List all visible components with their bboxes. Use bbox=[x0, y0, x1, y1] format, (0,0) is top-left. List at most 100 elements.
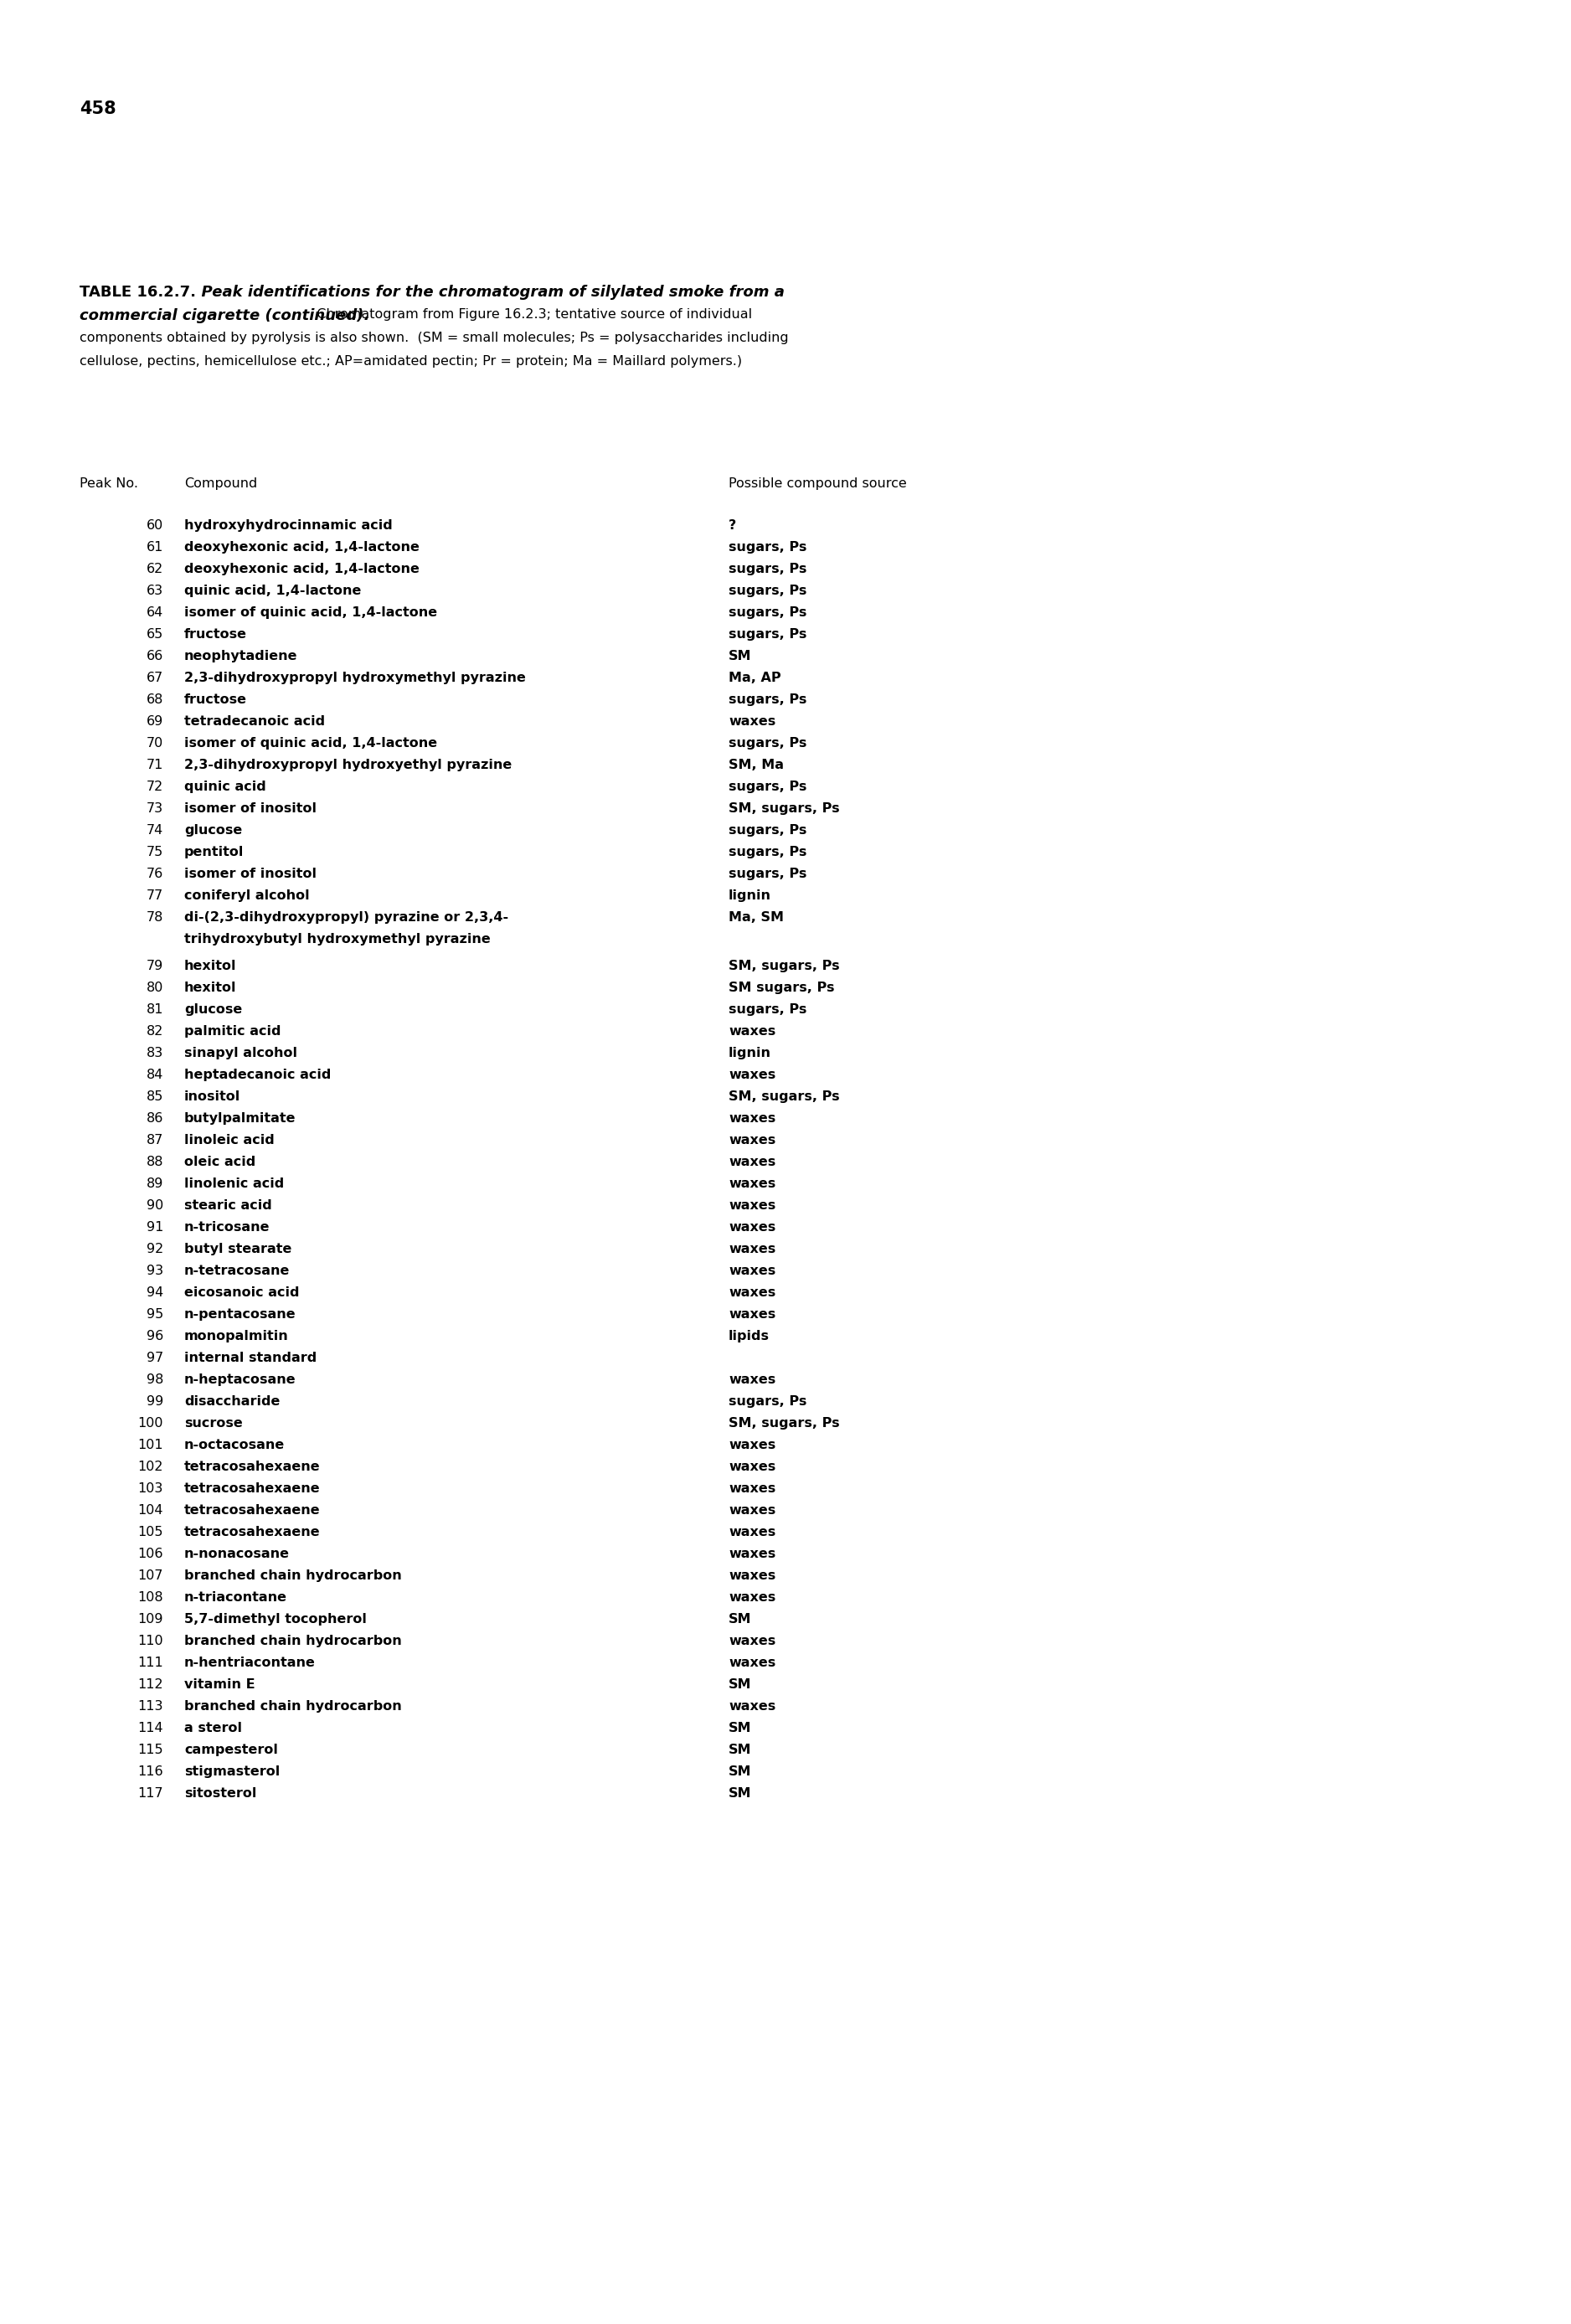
Text: 84: 84 bbox=[146, 1069, 163, 1081]
Text: 105: 105 bbox=[138, 1527, 163, 1538]
Text: sugars, Ps: sugars, Ps bbox=[729, 607, 807, 618]
Text: lipids: lipids bbox=[729, 1329, 770, 1343]
Text: SM: SM bbox=[729, 1613, 751, 1624]
Text: sinapyl alcohol: sinapyl alcohol bbox=[184, 1046, 297, 1060]
Text: waxes: waxes bbox=[729, 1634, 776, 1648]
Text: 5,7-dimethyl tocopherol: 5,7-dimethyl tocopherol bbox=[184, 1613, 366, 1624]
Text: 61: 61 bbox=[146, 541, 163, 553]
Text: commercial cigarette (continued).: commercial cigarette (continued). bbox=[80, 309, 369, 323]
Text: 112: 112 bbox=[138, 1678, 163, 1692]
Text: monopalmitin: monopalmitin bbox=[184, 1329, 289, 1343]
Text: cellulose, pectins, hemicellulose etc.; AP=amidated pectin; Pr = protein; Ma = M: cellulose, pectins, hemicellulose etc.; … bbox=[80, 356, 742, 367]
Text: linoleic acid: linoleic acid bbox=[184, 1134, 275, 1146]
Text: branched chain hydrocarbon: branched chain hydrocarbon bbox=[184, 1569, 402, 1583]
Text: butylpalmitate: butylpalmitate bbox=[184, 1113, 295, 1125]
Text: 117: 117 bbox=[138, 1787, 163, 1799]
Text: SM: SM bbox=[729, 1678, 751, 1692]
Text: 95: 95 bbox=[146, 1308, 163, 1320]
Text: deoxyhexonic acid, 1,4-lactone: deoxyhexonic acid, 1,4-lactone bbox=[184, 541, 419, 553]
Text: 110: 110 bbox=[138, 1634, 163, 1648]
Text: 104: 104 bbox=[138, 1504, 163, 1518]
Text: 74: 74 bbox=[146, 825, 163, 837]
Text: 98: 98 bbox=[146, 1373, 163, 1385]
Text: 85: 85 bbox=[146, 1090, 163, 1104]
Text: n-tetracosane: n-tetracosane bbox=[184, 1264, 291, 1278]
Text: hexitol: hexitol bbox=[184, 960, 237, 971]
Text: 88: 88 bbox=[146, 1155, 163, 1169]
Text: 93: 93 bbox=[146, 1264, 163, 1278]
Text: 103: 103 bbox=[138, 1483, 163, 1494]
Text: waxes: waxes bbox=[729, 1527, 776, 1538]
Text: waxes: waxes bbox=[729, 1701, 776, 1713]
Text: 108: 108 bbox=[138, 1592, 163, 1604]
Text: waxes: waxes bbox=[729, 1373, 776, 1385]
Text: 72: 72 bbox=[146, 781, 163, 792]
Text: 102: 102 bbox=[138, 1459, 163, 1473]
Text: 62: 62 bbox=[146, 562, 163, 576]
Text: a sterol: a sterol bbox=[184, 1722, 242, 1734]
Text: waxes: waxes bbox=[729, 1308, 776, 1320]
Text: tetracosahexaene: tetracosahexaene bbox=[184, 1527, 320, 1538]
Text: 90: 90 bbox=[146, 1199, 163, 1211]
Text: waxes: waxes bbox=[729, 1504, 776, 1518]
Text: 94: 94 bbox=[146, 1287, 163, 1299]
Text: inositol: inositol bbox=[184, 1090, 240, 1104]
Text: oleic acid: oleic acid bbox=[184, 1155, 256, 1169]
Text: eicosanoic acid: eicosanoic acid bbox=[184, 1287, 300, 1299]
Text: 73: 73 bbox=[146, 802, 163, 816]
Text: branched chain hydrocarbon: branched chain hydrocarbon bbox=[184, 1701, 402, 1713]
Text: 91: 91 bbox=[146, 1220, 163, 1234]
Text: waxes: waxes bbox=[729, 1264, 776, 1278]
Text: Ma, SM: Ma, SM bbox=[729, 911, 784, 923]
Text: Possible compound source: Possible compound source bbox=[729, 476, 906, 490]
Text: waxes: waxes bbox=[729, 1113, 776, 1125]
Text: sugars, Ps: sugars, Ps bbox=[729, 1394, 807, 1408]
Text: 87: 87 bbox=[146, 1134, 163, 1146]
Text: sugars, Ps: sugars, Ps bbox=[729, 693, 807, 706]
Text: 78: 78 bbox=[146, 911, 163, 923]
Text: 89: 89 bbox=[146, 1178, 163, 1190]
Text: 92: 92 bbox=[146, 1243, 163, 1255]
Text: 86: 86 bbox=[146, 1113, 163, 1125]
Text: 458: 458 bbox=[80, 100, 116, 116]
Text: sugars, Ps: sugars, Ps bbox=[729, 562, 807, 576]
Text: 71: 71 bbox=[146, 758, 163, 772]
Text: sugars, Ps: sugars, Ps bbox=[729, 846, 807, 858]
Text: 2,3-dihydroxypropyl hydroxymethyl pyrazine: 2,3-dihydroxypropyl hydroxymethyl pyrazi… bbox=[184, 672, 526, 683]
Text: 76: 76 bbox=[146, 867, 163, 881]
Text: isomer of quinic acid, 1,4-lactone: isomer of quinic acid, 1,4-lactone bbox=[184, 607, 437, 618]
Text: lignin: lignin bbox=[729, 1046, 771, 1060]
Text: glucose: glucose bbox=[184, 1004, 242, 1016]
Text: sugars, Ps: sugars, Ps bbox=[729, 867, 807, 881]
Text: disaccharide: disaccharide bbox=[184, 1394, 280, 1408]
Text: 77: 77 bbox=[146, 890, 163, 902]
Text: SM: SM bbox=[729, 1743, 751, 1757]
Text: 100: 100 bbox=[138, 1418, 163, 1429]
Text: sugars, Ps: sugars, Ps bbox=[729, 1004, 807, 1016]
Text: waxes: waxes bbox=[729, 1134, 776, 1146]
Text: waxes: waxes bbox=[729, 1220, 776, 1234]
Text: hydroxyhydrocinnamic acid: hydroxyhydrocinnamic acid bbox=[184, 518, 393, 532]
Text: 109: 109 bbox=[138, 1613, 163, 1624]
Text: linolenic acid: linolenic acid bbox=[184, 1178, 284, 1190]
Text: 79: 79 bbox=[146, 960, 163, 971]
Text: stearic acid: stearic acid bbox=[184, 1199, 272, 1211]
Text: campesterol: campesterol bbox=[184, 1743, 278, 1757]
Text: SM, sugars, Ps: SM, sugars, Ps bbox=[729, 1090, 839, 1104]
Text: 116: 116 bbox=[138, 1766, 163, 1778]
Text: 113: 113 bbox=[138, 1701, 163, 1713]
Text: 75: 75 bbox=[146, 846, 163, 858]
Text: 81: 81 bbox=[146, 1004, 163, 1016]
Text: 111: 111 bbox=[138, 1657, 163, 1669]
Text: vitamin E: vitamin E bbox=[184, 1678, 255, 1692]
Text: 114: 114 bbox=[138, 1722, 163, 1734]
Text: glucose: glucose bbox=[184, 825, 242, 837]
Text: 60: 60 bbox=[146, 518, 163, 532]
Text: SM, sugars, Ps: SM, sugars, Ps bbox=[729, 1418, 839, 1429]
Text: 99: 99 bbox=[146, 1394, 163, 1408]
Text: 106: 106 bbox=[138, 1548, 163, 1559]
Text: fructose: fructose bbox=[184, 627, 247, 641]
Text: palmitic acid: palmitic acid bbox=[184, 1025, 281, 1037]
Text: 101: 101 bbox=[138, 1439, 163, 1452]
Text: waxes: waxes bbox=[729, 1025, 776, 1037]
